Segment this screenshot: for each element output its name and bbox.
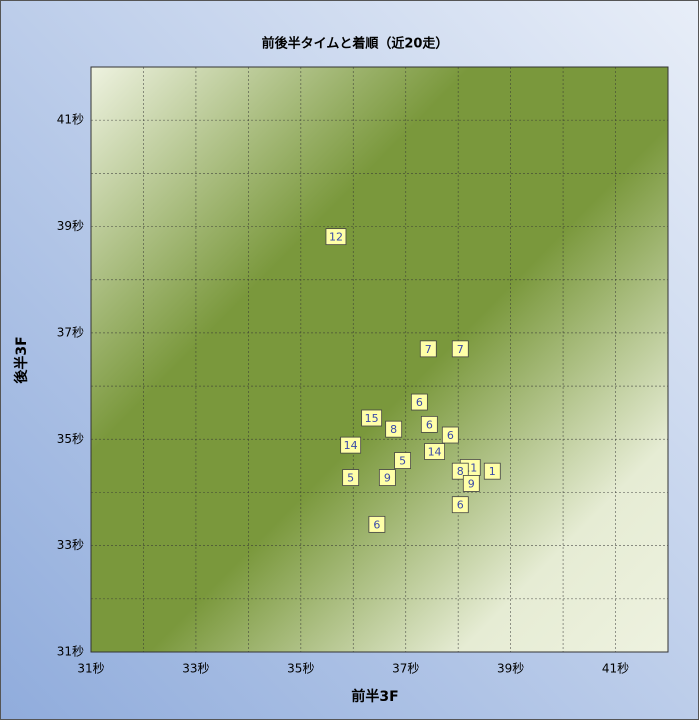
- y-tick-label: 41秒: [57, 113, 84, 127]
- point: [419, 340, 437, 358]
- point: [410, 393, 428, 411]
- point-label: 8: [390, 423, 397, 436]
- point-label: 9: [384, 472, 391, 485]
- point-label: 7: [425, 343, 432, 356]
- point: [378, 469, 396, 486]
- point: [340, 436, 362, 454]
- point-label: 5: [347, 472, 354, 485]
- plot-area: [90, 66, 669, 653]
- point-label: 6: [426, 418, 433, 431]
- point-label: 8: [457, 465, 464, 478]
- x-tick-label: 31秒: [77, 662, 104, 676]
- y-tick-label: 31秒: [57, 645, 84, 659]
- y-tick-label: 37秒: [57, 325, 84, 339]
- point-label: 6: [447, 429, 454, 442]
- point: [462, 475, 480, 492]
- point: [385, 420, 403, 438]
- point: [483, 462, 501, 480]
- point: [441, 426, 459, 444]
- point: [424, 443, 445, 460]
- chart-title: 前後半タイムと着順（近20走）: [262, 36, 449, 52]
- x-tick-label: 37秒: [392, 662, 419, 676]
- point: [451, 340, 469, 358]
- point-label: 6: [373, 518, 380, 531]
- point: [361, 409, 383, 427]
- point: [394, 452, 411, 469]
- point: [368, 515, 386, 533]
- point-label: 15: [365, 412, 379, 425]
- y-tick-label: 35秒: [57, 432, 84, 446]
- x-tick-label: 39秒: [497, 662, 524, 676]
- point-label: 9: [468, 477, 475, 490]
- point: [420, 415, 438, 433]
- y-tick-label: 39秒: [57, 219, 84, 233]
- x-axis-title: 前半3F: [351, 688, 398, 705]
- point-label: 1: [489, 465, 496, 478]
- point-label: 5: [399, 455, 406, 468]
- point-label: 14: [344, 439, 358, 452]
- point-label: 7: [457, 343, 464, 356]
- point: [325, 228, 347, 246]
- x-tick-label: 33秒: [182, 662, 209, 676]
- point-label: 6: [457, 499, 464, 512]
- point: [451, 496, 469, 514]
- point-label: 6: [416, 396, 423, 409]
- y-axis-title: 後半3F: [13, 336, 30, 383]
- x-tick-label: 41秒: [602, 662, 629, 676]
- point: [342, 469, 360, 486]
- x-tick-label: 35秒: [287, 662, 314, 676]
- point-label: 14: [428, 446, 442, 459]
- y-tick-label: 33秒: [57, 538, 84, 552]
- point-label: 12: [329, 231, 343, 244]
